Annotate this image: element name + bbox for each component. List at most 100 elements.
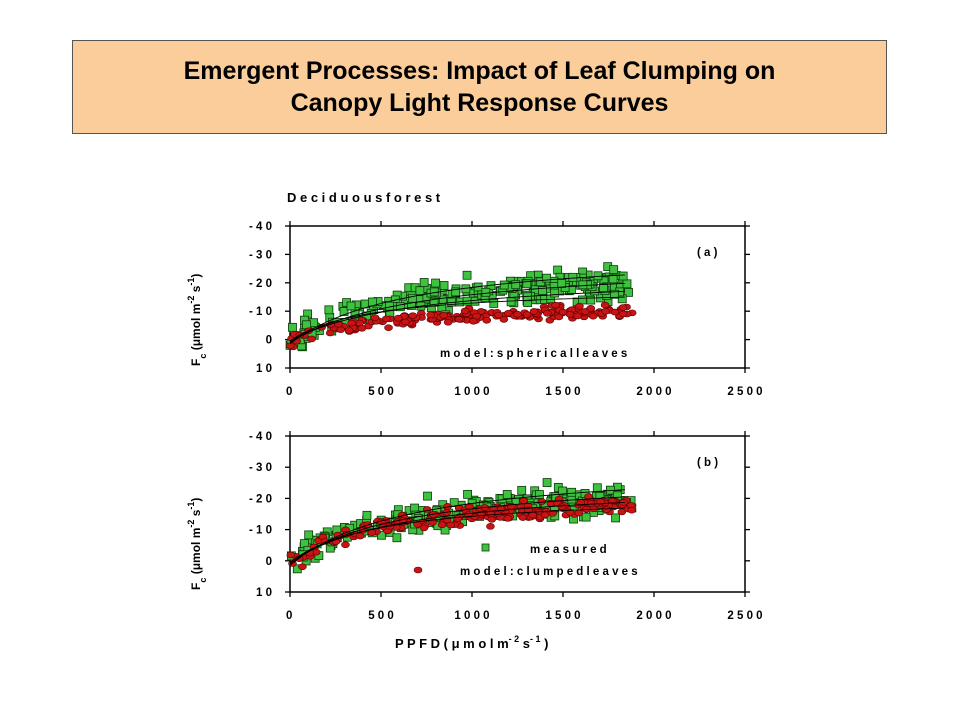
- figure-heading: D e c i d u o u s f o r e s t: [287, 190, 441, 205]
- x-axis-label-end: ): [541, 636, 549, 651]
- x-tick-label: 0: [286, 386, 292, 398]
- measured-point: [481, 287, 491, 297]
- measured-point: [578, 295, 587, 305]
- y-axis-label-part: -1: [186, 278, 196, 286]
- measured-point: [610, 289, 619, 299]
- measured-point: [346, 301, 356, 311]
- y-axis-label-part: ): [189, 498, 203, 502]
- y-tick-label: - 2 0: [249, 278, 272, 290]
- plot-frame: [289, 225, 746, 369]
- model-point: [355, 532, 365, 540]
- legend-marker-measured: [481, 543, 490, 552]
- panel-a: 0 5 0 0 1 0 0 0 1 5 0 0 2 0 0 0 2 5 0 0 - 4 0 -…: [186, 221, 763, 398]
- measured-point: [324, 305, 334, 315]
- x-tick-label: 1 0 0 0: [454, 610, 489, 622]
- measured-point: [339, 307, 349, 316]
- model-point: [586, 500, 596, 507]
- measured-point: [581, 512, 591, 522]
- measured-point: [407, 293, 417, 303]
- model-point: [601, 307, 610, 315]
- x-tick-label: 0: [286, 610, 292, 622]
- y-axis-label-part: F: [189, 583, 203, 590]
- measured-point: [506, 297, 516, 307]
- measured-point: [550, 288, 560, 298]
- x-tick-label: 2 5 0 0: [727, 386, 762, 398]
- model-point: [401, 318, 410, 326]
- measured-point: [608, 274, 618, 284]
- measured-point: [586, 295, 596, 305]
- legend-label: m o d e l : c l u m p e d l e a v e s: [460, 566, 638, 578]
- y-axis-label-part: -2: [186, 296, 196, 304]
- x-tick-label: 5 0 0: [368, 386, 394, 398]
- fit-curve: [289, 296, 625, 342]
- measured-point: [429, 297, 439, 307]
- y-axis-label-part: F: [189, 359, 203, 366]
- measured-point: [578, 280, 588, 290]
- x-tick-label: 2 5 0 0: [727, 610, 762, 622]
- measured-point: [499, 280, 509, 290]
- panel-label: ( b ): [697, 457, 718, 469]
- measured-point: [624, 287, 633, 297]
- measured-point: [611, 513, 620, 523]
- model-point: [341, 541, 350, 549]
- measured-point: [463, 489, 472, 499]
- y-axis-label-part: -1: [186, 502, 196, 510]
- slide-title-line-2: Canopy Light Response Curves: [290, 89, 669, 117]
- model-point: [428, 519, 437, 526]
- y-axis-label-part: ): [189, 274, 203, 278]
- y-axis-label-part: -2: [186, 520, 196, 528]
- measured-point: [376, 530, 386, 540]
- model-annotation: m o d e l : s p h e r i c a l l e a v e …: [440, 348, 627, 360]
- model-point: [600, 301, 610, 309]
- model-point: [384, 324, 393, 331]
- measured-point: [462, 270, 472, 280]
- model-point: [347, 319, 356, 327]
- y-tick-label: 0: [266, 335, 272, 347]
- measured-point: [609, 265, 619, 275]
- measured-point: [522, 279, 532, 289]
- model-point: [565, 311, 575, 318]
- model-point: [499, 316, 509, 323]
- y-tick-label: - 1 0: [249, 306, 272, 318]
- measured-point: [415, 286, 425, 296]
- model-point: [419, 524, 429, 532]
- model-point: [575, 302, 584, 310]
- measured-point: [439, 281, 449, 290]
- plot-frame: [289, 435, 746, 593]
- model-point: [551, 301, 560, 309]
- y-tick-label: - 3 0: [249, 462, 272, 474]
- model-point: [494, 311, 503, 319]
- measured-point: [362, 510, 372, 520]
- y-tick-label: - 4 0: [249, 431, 272, 443]
- legend-marker-model: [413, 566, 423, 574]
- panel-label: ( a ): [697, 247, 718, 259]
- measured-point: [451, 287, 461, 297]
- model-point: [469, 317, 478, 325]
- model-point: [543, 309, 552, 317]
- model-point: [307, 335, 316, 343]
- x-tick-label: 2 0 0 0: [636, 386, 671, 398]
- y-tick-label: - 2 0: [249, 493, 272, 505]
- model-point: [602, 506, 611, 513]
- x-tick-label: 5 0 0: [368, 610, 394, 622]
- model-point: [408, 312, 418, 319]
- model-point: [540, 511, 550, 519]
- model-point: [286, 551, 296, 559]
- model-point: [482, 316, 492, 324]
- model-point: [344, 327, 354, 334]
- model-point: [496, 505, 506, 513]
- y-tick-label: - 3 0: [249, 249, 272, 261]
- model-point: [439, 312, 449, 319]
- model-point: [370, 314, 380, 321]
- measured-point: [592, 483, 602, 493]
- measured-point: [419, 278, 429, 287]
- x-tick-label: 1 5 0 0: [545, 610, 580, 622]
- y-axis-label: Fc (μmol m-2 s-1): [186, 498, 208, 590]
- x-tick-label: 1 0 0 0: [454, 386, 489, 398]
- model-point: [393, 314, 403, 322]
- y-tick-label: 1 0: [256, 587, 272, 599]
- model-point: [618, 304, 628, 311]
- fit-curve: [289, 489, 625, 566]
- fit-curve: [289, 496, 625, 565]
